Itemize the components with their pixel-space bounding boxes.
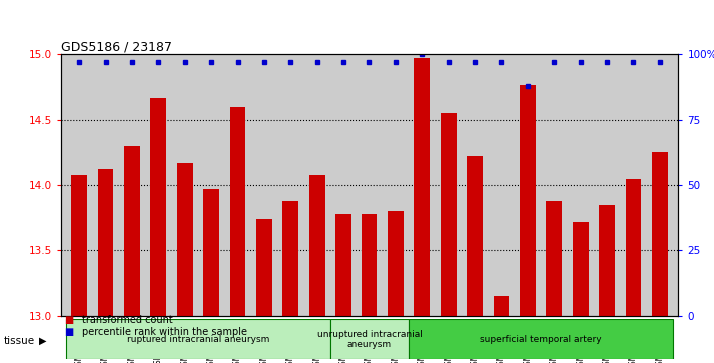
Bar: [283, 201, 298, 316]
Bar: [409, 319, 673, 359]
Bar: [361, 214, 378, 316]
Bar: [335, 214, 351, 316]
Text: tissue: tissue: [4, 336, 35, 346]
Bar: [71, 175, 87, 316]
Bar: [98, 170, 114, 316]
Text: transformed count: transformed count: [82, 315, 173, 325]
Bar: [414, 58, 431, 316]
Text: ruptured intracranial aneurysm: ruptured intracranial aneurysm: [127, 335, 269, 344]
Text: GDS5186 / 23187: GDS5186 / 23187: [61, 40, 171, 53]
Bar: [625, 179, 641, 316]
Bar: [203, 189, 219, 316]
Bar: [441, 113, 456, 316]
Text: ▶: ▶: [39, 336, 47, 346]
Bar: [546, 201, 562, 316]
Text: ■: ■: [64, 315, 74, 325]
Text: ■: ■: [64, 327, 74, 337]
Bar: [573, 222, 588, 316]
Bar: [151, 98, 166, 316]
Bar: [493, 296, 509, 316]
Bar: [230, 107, 246, 316]
Bar: [652, 152, 668, 316]
Bar: [256, 219, 272, 316]
Text: percentile rank within the sample: percentile rank within the sample: [82, 327, 247, 337]
Text: superficial temporal artery: superficial temporal artery: [481, 335, 602, 344]
Bar: [177, 163, 193, 316]
Text: unruptured intracranial
aneurysm: unruptured intracranial aneurysm: [316, 330, 423, 349]
Bar: [330, 319, 409, 359]
Bar: [308, 175, 325, 316]
Bar: [388, 211, 404, 316]
Bar: [66, 319, 330, 359]
Bar: [520, 85, 536, 316]
Bar: [124, 146, 140, 316]
Bar: [467, 156, 483, 316]
Bar: [599, 205, 615, 316]
